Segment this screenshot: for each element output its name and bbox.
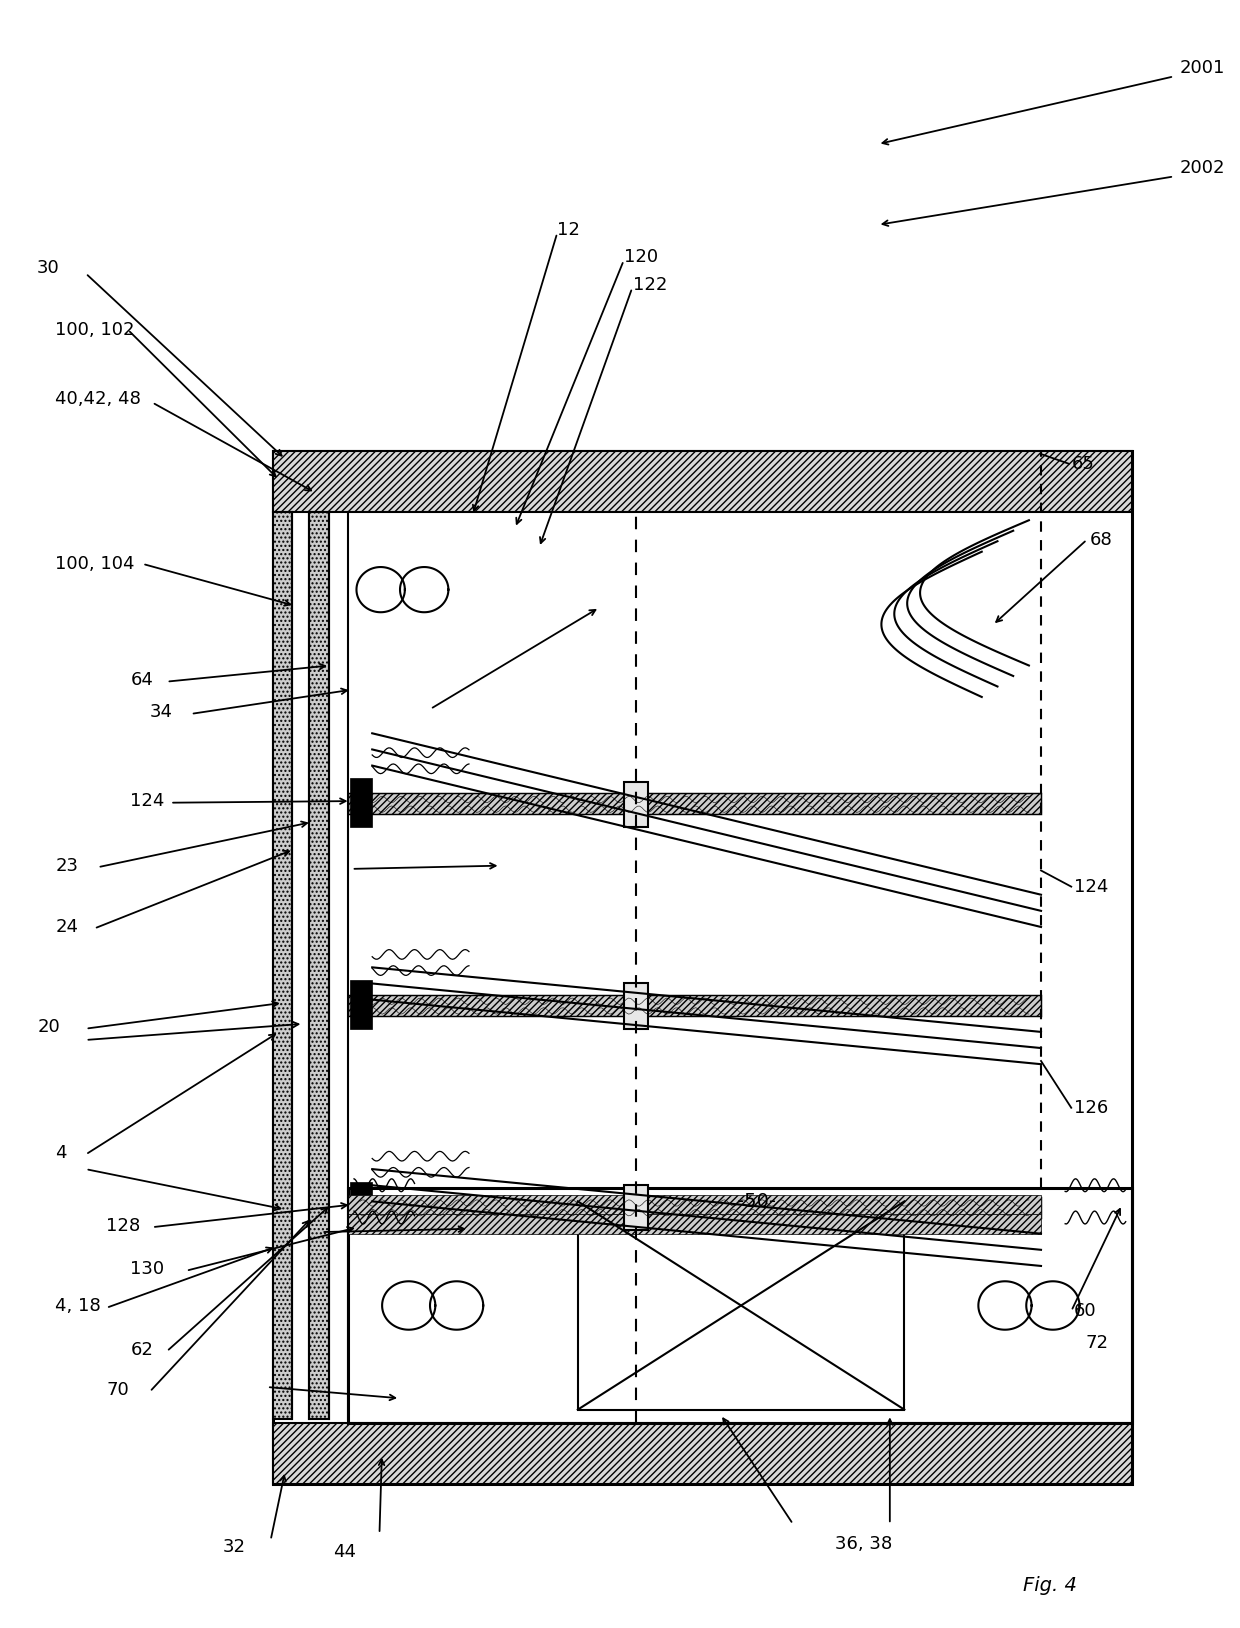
Text: 34: 34 [150,703,172,721]
Text: 36, 38: 36, 38 [836,1535,893,1553]
Text: 65: 65 [1071,454,1094,472]
Text: 4: 4 [56,1144,67,1162]
Polygon shape [351,980,372,1029]
Text: 2002: 2002 [1180,160,1225,177]
Text: 64: 64 [130,671,154,689]
Text: 100, 102: 100, 102 [56,321,135,339]
Text: 68: 68 [1090,531,1112,549]
Polygon shape [351,778,372,827]
Text: -50-: -50- [738,1192,776,1211]
Text: 122: 122 [634,275,668,293]
Text: 30: 30 [37,259,60,277]
Polygon shape [348,793,1042,814]
Text: 124: 124 [1074,877,1109,895]
Text: 12: 12 [557,221,580,239]
Polygon shape [624,983,649,1029]
Polygon shape [309,513,329,1420]
Text: 62: 62 [130,1341,154,1359]
Polygon shape [348,995,1042,1016]
Polygon shape [348,1197,1042,1218]
Text: 126: 126 [1074,1099,1107,1117]
Text: 128: 128 [107,1216,140,1234]
Polygon shape [351,1182,372,1231]
Polygon shape [348,1195,1042,1214]
Text: 20: 20 [37,1018,60,1035]
Polygon shape [624,781,649,827]
Text: 2001: 2001 [1180,59,1225,77]
Text: 32: 32 [222,1538,246,1556]
Text: 120: 120 [624,247,658,265]
Text: 124: 124 [130,793,165,811]
Text: 44: 44 [334,1543,356,1561]
Text: 4, 18: 4, 18 [56,1298,102,1315]
Text: 60: 60 [1074,1302,1096,1320]
Text: 40,42, 48: 40,42, 48 [56,391,141,409]
Text: 23: 23 [56,856,78,874]
Text: 130: 130 [130,1260,165,1278]
Text: 24: 24 [56,918,78,936]
Polygon shape [273,451,1132,513]
Text: 70: 70 [107,1381,129,1398]
Polygon shape [273,1423,1132,1483]
Text: 100, 104: 100, 104 [56,555,135,573]
Polygon shape [624,1185,649,1231]
Polygon shape [348,1214,1042,1234]
Text: 72: 72 [1086,1335,1109,1353]
Text: Fig. 4: Fig. 4 [1023,1576,1076,1595]
Polygon shape [273,513,293,1420]
